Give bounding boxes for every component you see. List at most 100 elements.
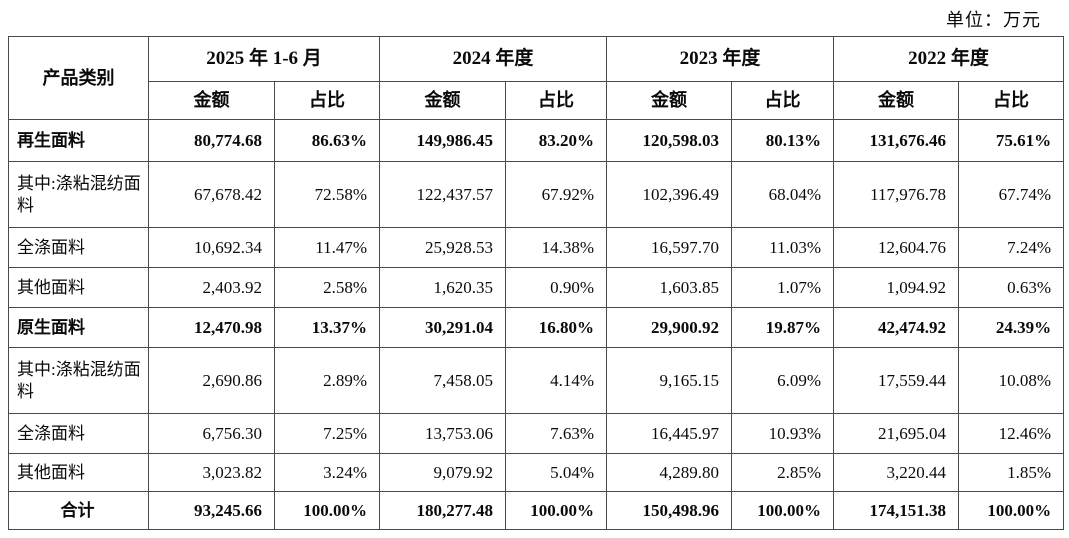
- ratio-value: 2.89%: [273, 347, 381, 414]
- column-header-period-2023: 2023 年度: [606, 36, 835, 82]
- table-row: 全涤面料 10,692.34 11.47% 25,928.53 14.38% 16,597…: [8, 227, 1065, 268]
- row-category-label: 原生面料: [8, 307, 149, 348]
- ratio-value: 11.03%: [731, 227, 835, 268]
- ratio-value: 10.08%: [958, 347, 1065, 414]
- ratio-value: 100.00%: [505, 491, 608, 530]
- column-header-ratio: 占比: [958, 81, 1065, 120]
- amount-value: 29,900.92: [606, 307, 733, 348]
- amount-value: 80,774.68: [148, 119, 275, 162]
- table-row: 原生面料 12,470.98 13.37% 30,291.04 16.80% 29,900…: [8, 307, 1065, 348]
- ratio-value: 6.09%: [731, 347, 835, 414]
- table-row: 全涤面料 6,756.30 7.25% 13,753.06 7.63% 16,445.97…: [8, 413, 1065, 454]
- column-header-amount: 金额: [606, 81, 733, 120]
- ratio-value: 7.24%: [958, 227, 1065, 268]
- amount-value: 102,396.49: [606, 161, 733, 228]
- amount-value: 174,151.38: [833, 491, 960, 530]
- ratio-value: 1.85%: [958, 453, 1065, 492]
- amount-value: 131,676.46: [833, 119, 960, 162]
- ratio-value: 80.13%: [731, 119, 835, 162]
- column-header-amount: 金额: [833, 81, 960, 120]
- amount-value: 12,604.76: [833, 227, 960, 268]
- ratio-value: 0.90%: [505, 267, 608, 308]
- ratio-value: 68.04%: [731, 161, 835, 228]
- ratio-value: 67.92%: [505, 161, 608, 228]
- ratio-value: 2.58%: [273, 267, 381, 308]
- amount-value: 21,695.04: [833, 413, 960, 454]
- ratio-value: 14.38%: [505, 227, 608, 268]
- ratio-value: 100.00%: [273, 491, 381, 530]
- ratio-value: 83.20%: [505, 119, 608, 162]
- row-category-label: 全涤面料: [8, 227, 149, 268]
- amount-value: 120,598.03: [606, 119, 733, 162]
- amount-value: 4,289.80: [606, 453, 733, 492]
- ratio-value: 75.61%: [958, 119, 1065, 162]
- table-row: 其他面料 3,023.82 3.24% 9,079.92 5.04% 4,289.80 2.…: [8, 453, 1065, 492]
- amount-value: 16,445.97: [606, 413, 733, 454]
- ratio-value: 5.04%: [505, 453, 608, 492]
- column-header-period-2024: 2024 年度: [379, 36, 608, 82]
- amount-value: 16,597.70: [606, 227, 733, 268]
- ratio-value: 2.85%: [731, 453, 835, 492]
- row-category-label: 其他面料: [8, 453, 149, 492]
- row-category-label: 合计: [8, 491, 149, 530]
- amount-value: 30,291.04: [379, 307, 507, 348]
- column-header-product-category: 产品类别: [8, 36, 149, 120]
- row-category-label: 其他面料: [8, 267, 149, 308]
- unit-label: 单位：万元: [946, 10, 1041, 30]
- ratio-value: 72.58%: [273, 161, 381, 228]
- column-header-amount: 金额: [148, 81, 275, 120]
- ratio-value: 11.47%: [273, 227, 381, 268]
- column-header-ratio: 占比: [731, 81, 835, 120]
- amount-value: 2,690.86: [148, 347, 275, 414]
- row-category-label: 全涤面料: [8, 413, 149, 454]
- amount-value: 117,976.78: [833, 161, 960, 228]
- ratio-value: 67.74%: [958, 161, 1065, 228]
- amount-value: 17,559.44: [833, 347, 960, 414]
- amount-value: 9,165.15: [606, 347, 733, 414]
- table-row-total: 合计 93,245.66 100.00% 180,277.48 100.00% 150,4…: [8, 491, 1065, 530]
- ratio-value: 24.39%: [958, 307, 1065, 348]
- ratio-value: 3.24%: [273, 453, 381, 492]
- amount-value: 1,094.92: [833, 267, 960, 308]
- amount-value: 3,220.44: [833, 453, 960, 492]
- amount-value: 2,403.92: [148, 267, 275, 308]
- column-header-period-2022: 2022 年度: [833, 36, 1065, 82]
- column-header-ratio: 占比: [505, 81, 608, 120]
- amount-value: 180,277.48: [379, 491, 507, 530]
- table-row: 再生面料 80,774.68 86.63% 149,986.45 83.20% 120,5…: [8, 119, 1065, 162]
- ratio-value: 13.37%: [273, 307, 381, 348]
- amount-value: 6,756.30: [148, 413, 275, 454]
- ratio-value: 16.80%: [505, 307, 608, 348]
- ratio-value: 100.00%: [731, 491, 835, 530]
- ratio-value: 19.87%: [731, 307, 835, 348]
- ratio-value: 10.93%: [731, 413, 835, 454]
- amount-value: 12,470.98: [148, 307, 275, 348]
- column-header-ratio: 占比: [273, 81, 381, 120]
- table-row: 其他面料 2,403.92 2.58% 1,620.35 0.90% 1,603.85 1.…: [8, 267, 1065, 308]
- ratio-value: 1.07%: [731, 267, 835, 308]
- table-header: 产品类别 2025 年 1-6 月 2024 年度 2023 年度 2022 年…: [8, 36, 1065, 120]
- amount-value: 9,079.92: [379, 453, 507, 492]
- amount-value: 1,603.85: [606, 267, 733, 308]
- product-revenue-table: 产品类别 2025 年 1-6 月 2024 年度 2023 年度 2022 年…: [8, 36, 1065, 530]
- ratio-value: 100.00%: [958, 491, 1065, 530]
- ratio-value: 86.63%: [273, 119, 381, 162]
- row-category-label: 再生面料: [8, 119, 149, 162]
- amount-value: 122,437.57: [379, 161, 507, 228]
- ratio-value: 4.14%: [505, 347, 608, 414]
- ratio-value: 7.63%: [505, 413, 608, 454]
- ratio-value: 0.63%: [958, 267, 1065, 308]
- amount-value: 3,023.82: [148, 453, 275, 492]
- amount-value: 150,498.96: [606, 491, 733, 530]
- amount-value: 13,753.06: [379, 413, 507, 454]
- amount-value: 149,986.45: [379, 119, 507, 162]
- amount-value: 10,692.34: [148, 227, 275, 268]
- row-category-label: 其中:涤粘混纺面料: [8, 347, 149, 414]
- amount-value: 67,678.42: [148, 161, 275, 228]
- amount-value: 25,928.53: [379, 227, 507, 268]
- ratio-value: 12.46%: [958, 413, 1065, 454]
- column-header-amount: 金额: [379, 81, 507, 120]
- amount-value: 7,458.05: [379, 347, 507, 414]
- amount-value: 1,620.35: [379, 267, 507, 308]
